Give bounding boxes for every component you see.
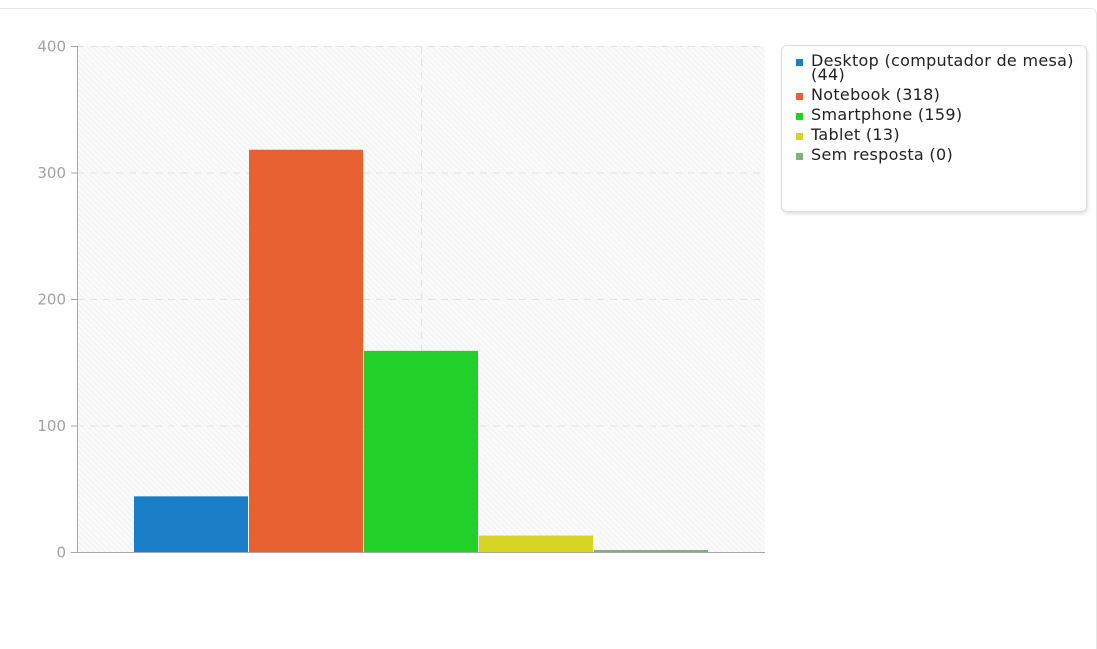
y-tick-labels: 0 100 200 300 400 [37, 38, 77, 562]
y-tick-label: 300 [37, 164, 66, 182]
bar-chart: 0 100 200 300 400 [37, 38, 765, 562]
legend-swatch-tablet [796, 133, 803, 140]
y-tick-label: 100 [37, 417, 66, 435]
y-tick-label: 0 [56, 544, 66, 562]
legend-item-tablet[interactable]: Tablet (13) [792, 125, 1078, 144]
legend: Desktop (computador de mesa) (44) Notebo… [781, 45, 1087, 212]
y-tick-label: 200 [37, 291, 66, 309]
legend-label-sem-resposta: Sem resposta (0) [811, 145, 953, 164]
legend-swatch-smartphone [796, 113, 803, 120]
legend-swatch-desktop [796, 59, 803, 66]
y-tick-label: 400 [37, 38, 66, 56]
bar-sem-resposta[interactable] [594, 550, 708, 552]
legend-item-sem-resposta[interactable]: Sem resposta (0) [792, 145, 1078, 164]
bar-smartphone[interactable] [364, 350, 478, 552]
bar-desktop[interactable] [134, 496, 248, 552]
legend-label-smartphone: Smartphone (159) [811, 105, 963, 124]
legend-swatch-notebook [796, 93, 803, 100]
bar-notebook[interactable] [249, 149, 363, 553]
bar-tablet[interactable] [479, 535, 593, 552]
legend-label-tablet: Tablet (13) [811, 125, 900, 144]
bars [134, 149, 708, 553]
legend-item-notebook[interactable]: Notebook (318) [792, 85, 1078, 104]
legend-label-notebook: Notebook (318) [811, 85, 941, 104]
legend-label-desktop: Desktop (computador de mesa) (44) [811, 51, 1074, 84]
legend-item-smartphone[interactable]: Smartphone (159) [792, 105, 1078, 124]
legend-item-desktop[interactable]: Desktop (computador de mesa) (44) [792, 51, 1078, 84]
axes [77, 46, 765, 553]
legend-swatch-sem-resposta [796, 153, 803, 160]
